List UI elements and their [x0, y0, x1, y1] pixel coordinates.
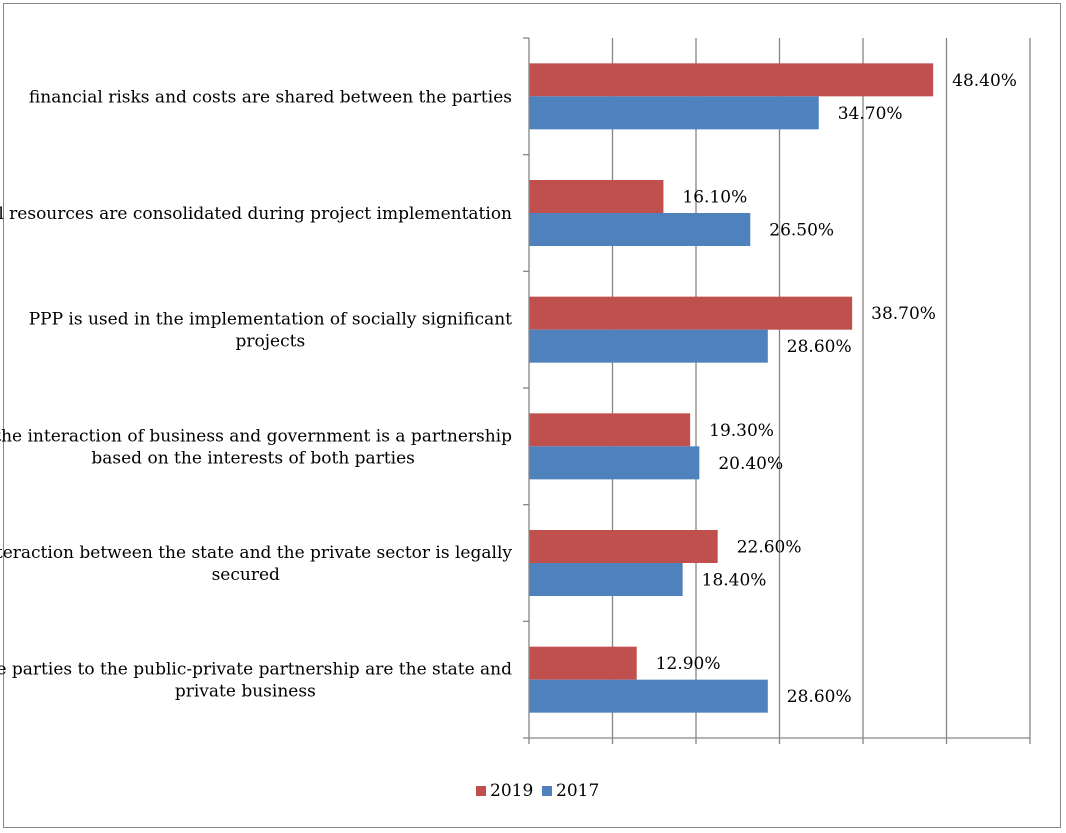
- category-label-line: interaction between the state and the pr…: [0, 543, 512, 563]
- category-label-line: projects: [236, 332, 306, 352]
- category-label-line: all resources are consolidated during pr…: [0, 204, 512, 224]
- category-label: all resources are consolidated during pr…: [0, 204, 512, 224]
- bar-2019-3: [529, 413, 691, 447]
- value-label-2017-1: 26.50%: [769, 221, 834, 241]
- value-label-2017-5: 28.60%: [787, 687, 852, 707]
- category-label: interaction between the state and the pr…: [0, 543, 512, 585]
- legend-label-2017: 2017: [556, 781, 599, 801]
- category-label: financial risks and costs are shared bet…: [29, 87, 512, 107]
- value-label-2019-4: 22.60%: [737, 538, 802, 558]
- category-label-line: the interaction of business and governme…: [0, 426, 512, 446]
- value-label-2019-2: 38.70%: [871, 304, 936, 324]
- bar-2017-5: [529, 679, 768, 713]
- category-label-line: financial risks and costs are shared bet…: [29, 87, 512, 107]
- category-label-line: secured: [212, 565, 280, 585]
- category-label: PPP is used in the implementation of soc…: [29, 310, 512, 352]
- value-label-2019-5: 12.90%: [656, 654, 721, 674]
- category-label: the parties to the public-private partne…: [0, 660, 512, 702]
- category-label-line: private business: [175, 682, 316, 702]
- bar-2019-5: [529, 646, 637, 680]
- value-label-2017-2: 28.60%: [787, 337, 852, 357]
- value-labels: 48.40% 34.70% 16.10% 26.50% 38.70% 28.60% 19.3…: [656, 71, 1017, 707]
- axis: [523, 37, 1031, 744]
- category-label: the interaction of business and governme…: [0, 426, 512, 468]
- bar-2017-1: [529, 213, 751, 246]
- category-label-line: based on the interests of both parties: [91, 448, 415, 468]
- value-label-2017-3: 20.40%: [718, 454, 783, 474]
- category-labels: financial risks and costs are shared bet…: [0, 87, 512, 701]
- value-label-2017-0: 34.70%: [838, 104, 903, 124]
- legend-swatch-2019: [476, 786, 486, 796]
- gridlines: [611, 38, 1031, 738]
- bar-2019-4: [529, 530, 718, 563]
- bars: [529, 63, 934, 713]
- value-label-2019-3: 19.30%: [709, 421, 774, 441]
- value-label-2019-0: 48.40%: [952, 71, 1017, 91]
- legend-swatch-2017: [542, 786, 552, 796]
- category-label-line: the parties to the public-private partne…: [0, 660, 512, 680]
- value-label-2019-1: 16.10%: [682, 188, 747, 208]
- bar-2019-2: [529, 296, 853, 330]
- bar-2019-0: [529, 63, 934, 97]
- bar-2017-0: [529, 96, 819, 130]
- legend-label-2019: 2019: [490, 781, 533, 801]
- bar-2017-2: [529, 329, 768, 363]
- value-label-2017-4: 18.40%: [702, 571, 767, 591]
- bar-2017-4: [529, 563, 683, 596]
- legend: 2019 2017: [476, 781, 599, 801]
- bar-2019-1: [529, 180, 664, 213]
- category-label-line: PPP is used in the implementation of soc…: [29, 310, 512, 330]
- bar-2017-3: [529, 446, 700, 480]
